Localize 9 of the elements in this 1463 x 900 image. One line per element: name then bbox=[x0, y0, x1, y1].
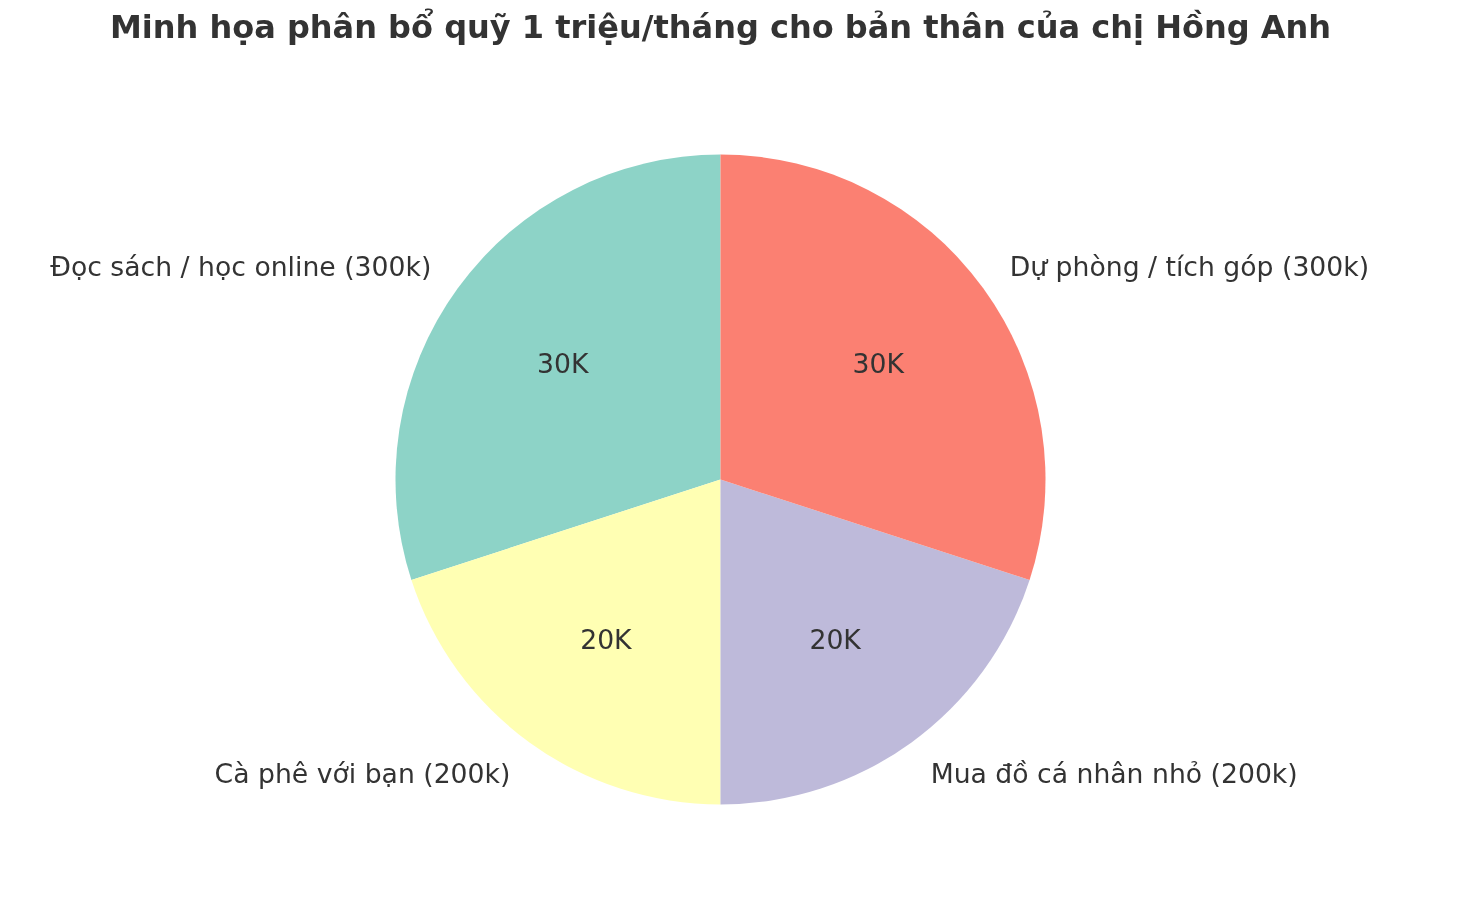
data-label: 20K bbox=[580, 624, 634, 656]
slice-label: Dự phòng / tích góp (300k) bbox=[1009, 250, 1370, 282]
chart-title: Minh họa phân bổ quỹ 1 triệu/tháng cho bản thân của chị Hồng Anh bbox=[109, 7, 1332, 46]
data-label: 30K bbox=[537, 347, 590, 379]
data-label: 30K bbox=[852, 347, 906, 379]
slice-label: Đọc sách / học online (300k) bbox=[50, 250, 432, 282]
data-label: 20K bbox=[809, 624, 863, 656]
slice-label: Cà phê với bạn (200k) bbox=[214, 757, 511, 789]
slice-label: Mua đồ cá nhân nhỏ (200k) bbox=[930, 757, 1298, 789]
